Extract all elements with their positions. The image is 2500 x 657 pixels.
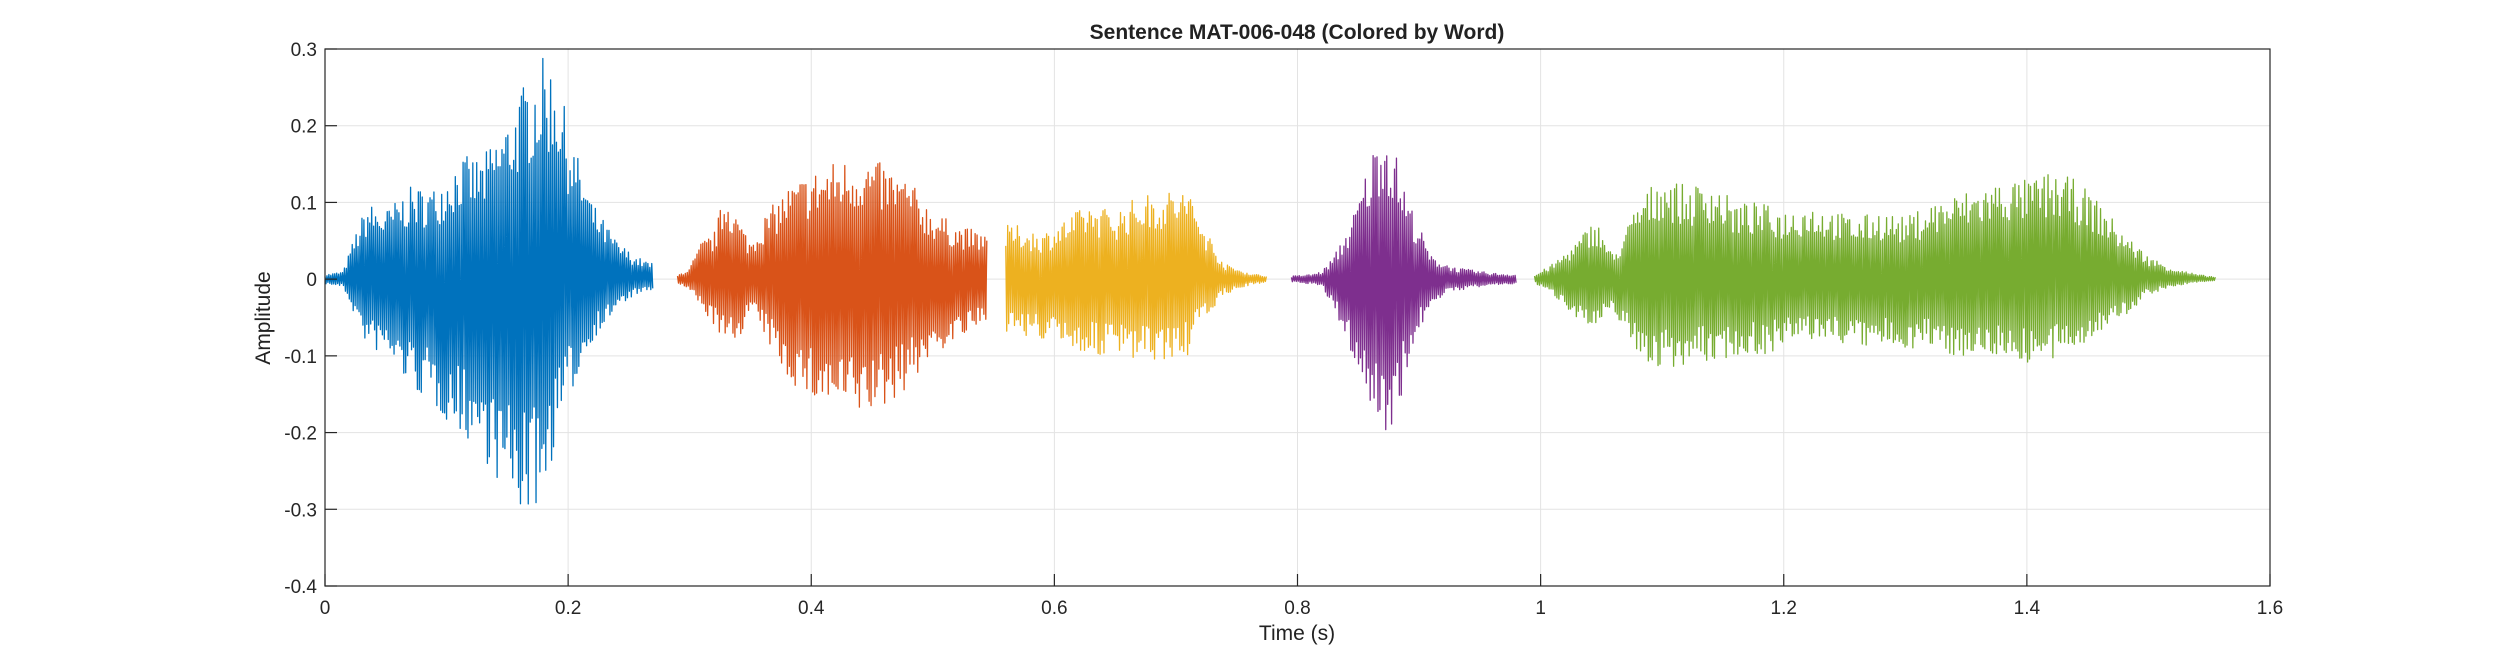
- waveform-segment-1: [324, 57, 654, 505]
- y-tick-label: 0.1: [291, 193, 317, 214]
- y-tick-label: -0.4: [284, 577, 317, 598]
- chart-title: Sentence MAT-006-048 (Colored by Word): [1090, 21, 1505, 44]
- axes: [324, 48, 2271, 587]
- x-tick-label: 1.4: [2014, 598, 2041, 619]
- y-tick-label: -0.2: [284, 424, 317, 445]
- y-tick-label: -0.3: [284, 500, 317, 521]
- y-tick-label: 0.3: [291, 40, 317, 61]
- y-tick-label: 0.2: [291, 117, 317, 138]
- x-tick-label: 0: [320, 598, 331, 619]
- x-axis-label: Time (s): [1259, 622, 1335, 645]
- y-tick-label: 0: [306, 270, 317, 291]
- waveform-segment-2: [676, 162, 988, 408]
- waveform-segment-3: [1005, 192, 1268, 360]
- x-tick-label: 1.2: [1771, 598, 1797, 619]
- x-tick-label: 0.4: [798, 598, 825, 619]
- x-tick-label: 1.6: [2257, 598, 2283, 619]
- y-tick-label: -0.1: [284, 347, 317, 368]
- x-tick-label: 0.6: [1041, 598, 1067, 619]
- x-tick-label: 1: [1535, 598, 1546, 619]
- x-tick-label: 0.2: [555, 598, 581, 619]
- tick-labels: 0 0.2 0.4 0.6 0.8 1 1.2 1.4 1.6 -0.4 -0.3 -0.2 -0.1 0…: [284, 40, 2283, 619]
- waveform-segment-5: [1533, 174, 2216, 367]
- series-group: [324, 57, 2216, 505]
- waveform-segment-4: [1290, 154, 1517, 431]
- y-axis-label: Amplitude: [252, 271, 275, 364]
- x-tick-label: 0.8: [1284, 598, 1310, 619]
